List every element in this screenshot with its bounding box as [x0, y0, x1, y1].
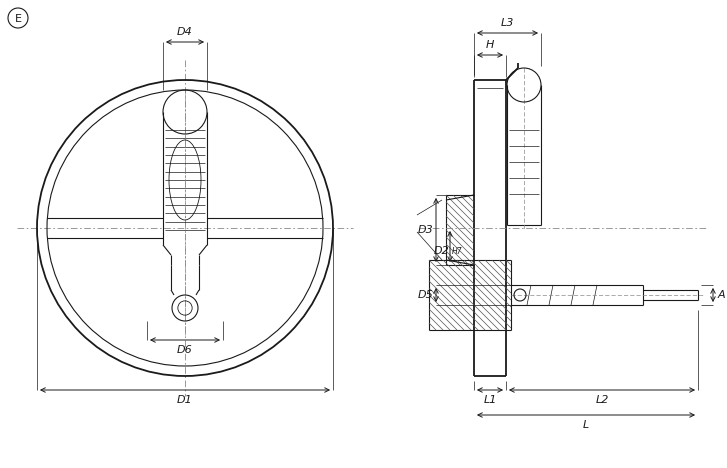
- Text: L3: L3: [501, 18, 514, 28]
- Text: H7: H7: [452, 247, 462, 256]
- Text: E: E: [15, 14, 22, 24]
- Text: H: H: [486, 40, 494, 50]
- Text: D6: D6: [177, 345, 193, 355]
- Text: L2: L2: [595, 395, 608, 405]
- Text: L: L: [583, 420, 589, 430]
- Text: D1: D1: [177, 395, 193, 405]
- Text: D3: D3: [417, 225, 433, 235]
- Text: D2: D2: [433, 247, 449, 256]
- Text: L1: L1: [483, 395, 497, 405]
- Text: D5: D5: [417, 290, 433, 300]
- Text: D4: D4: [177, 27, 193, 37]
- Text: A: A: [718, 290, 726, 300]
